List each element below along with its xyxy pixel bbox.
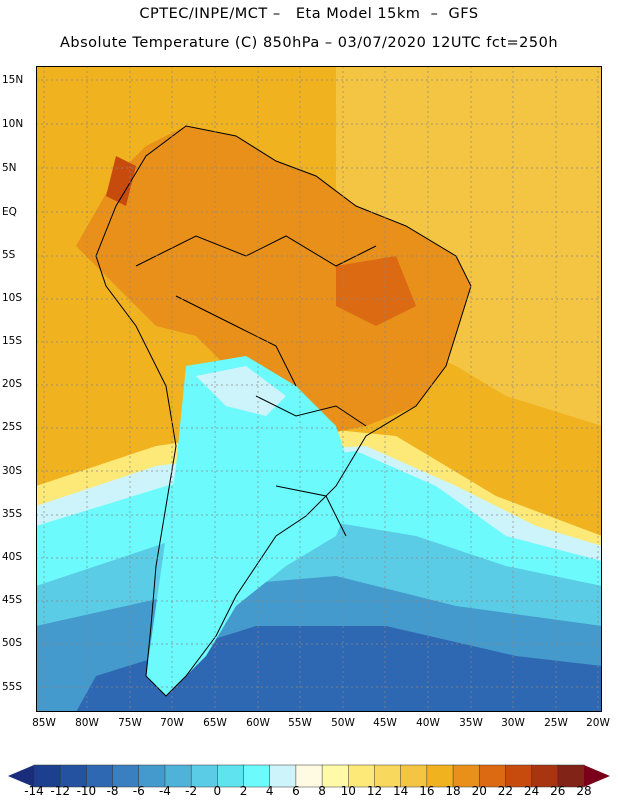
colorbar-label: -14 xyxy=(24,784,44,798)
lat-label: 15S xyxy=(2,335,23,347)
central-brazil-hot-spot xyxy=(336,256,416,326)
colorbar-label: 28 xyxy=(576,784,592,798)
colorbar-low-arrow xyxy=(8,765,34,787)
colorbar-label: 0 xyxy=(213,784,222,798)
colorbar-label: 8 xyxy=(318,784,326,798)
colorbar-label: -2 xyxy=(185,784,198,798)
colorbar-label: -6 xyxy=(132,784,145,798)
lat-label: 40S xyxy=(2,551,23,563)
colorbar-label: 4 xyxy=(265,784,274,798)
colorbar-high-arrow xyxy=(584,765,610,787)
map-frame xyxy=(36,66,602,712)
lon-label: 45W xyxy=(373,717,397,729)
colorbar-label: 24 xyxy=(523,784,540,798)
colorbar-label: 2 xyxy=(239,784,248,798)
lon-label: 25W xyxy=(544,717,568,729)
lon-label: 50W xyxy=(331,717,355,729)
colorbar-label: 26 xyxy=(550,784,566,798)
temperature-map-svg xyxy=(36,66,602,712)
colorbar xyxy=(8,764,610,788)
temperature-map xyxy=(36,66,602,712)
colorbar-label: 12 xyxy=(366,784,383,798)
lon-label: 30W xyxy=(501,717,525,729)
colorbar-label: -8 xyxy=(106,784,119,798)
colorbar-label: 14 xyxy=(393,784,409,798)
cold-air-intrusion xyxy=(146,356,356,696)
lat-label: 55S xyxy=(2,681,23,693)
lat-label: 20S xyxy=(2,378,23,390)
cool-edge xyxy=(196,366,286,416)
lat-label: 45S xyxy=(2,594,23,606)
colorbar-label: -12 xyxy=(50,784,70,798)
colorbar-label: 22 xyxy=(497,784,514,798)
chart-subtitle: Absolute Temperature (C) 850hPa – 03/07/… xyxy=(59,35,559,51)
lat-label: 10S xyxy=(2,292,23,304)
chart-title: CPTEC/INPE/MCT – Eta Model 15km – GFS xyxy=(139,6,479,22)
lat-label: 35S xyxy=(2,508,23,520)
lon-label: 55W xyxy=(288,717,312,729)
lon-label: 75W xyxy=(118,717,142,729)
lat-label: 5S xyxy=(2,249,16,261)
colorbar-label: 18 xyxy=(445,784,461,798)
lat-label: EQ xyxy=(2,206,17,218)
lon-label: 70W xyxy=(160,717,184,729)
lat-label: 5N xyxy=(2,162,17,174)
continental-warm-core xyxy=(76,126,471,436)
lat-label: 10N xyxy=(2,118,24,130)
andes-hot-spot-north xyxy=(106,156,136,206)
lat-label: 30S xyxy=(2,465,23,477)
lon-label: 40W xyxy=(416,717,440,729)
colorbar-label: 6 xyxy=(292,784,300,798)
lon-label: 35W xyxy=(459,717,483,729)
lat-label: 50S xyxy=(2,637,23,649)
colorbar-label: 16 xyxy=(419,784,435,798)
colorbar-label: -4 xyxy=(158,784,171,798)
lon-label: 80W xyxy=(75,717,99,729)
graticule xyxy=(36,66,602,712)
lon-label: 20W xyxy=(586,717,610,729)
lat-label: 25S xyxy=(2,421,23,433)
lon-label: 85W xyxy=(32,717,56,729)
colorbar-label: 20 xyxy=(471,784,487,798)
lon-label: 60W xyxy=(246,717,270,729)
lat-label: 15N xyxy=(2,74,24,86)
lon-label: 65W xyxy=(203,717,227,729)
colorbar-label: 10 xyxy=(340,784,356,798)
colorbar-label: -10 xyxy=(76,784,97,798)
